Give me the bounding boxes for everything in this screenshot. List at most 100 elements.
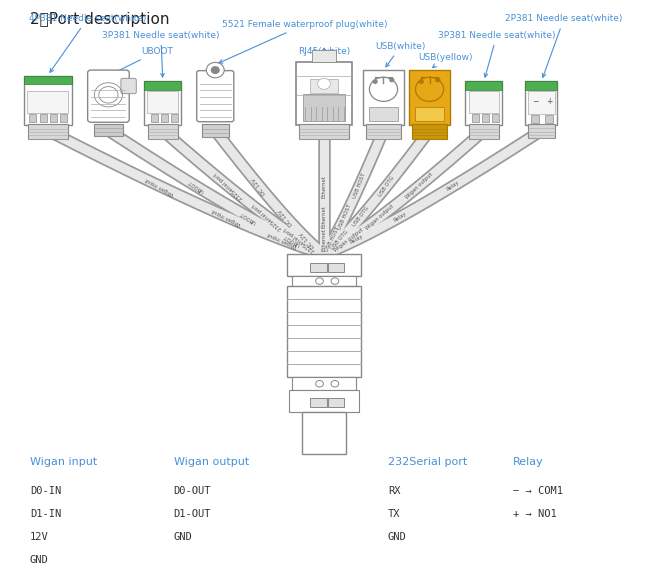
Bar (287, 254, 361, 276)
Circle shape (415, 77, 444, 101)
Text: USB OTG: USB OTG (352, 206, 370, 228)
Text: Wigan input: Wigan input (145, 176, 176, 196)
Bar (310, 263, 327, 272)
Bar (150, 114, 157, 122)
Text: USB OTG: USB OTG (330, 229, 350, 250)
Bar (292, 377, 356, 390)
Text: Ethernet: Ethernet (321, 175, 327, 197)
Bar (29, 114, 36, 122)
Bar (148, 91, 178, 113)
Text: 232Serial port: 232Serial port (283, 226, 316, 253)
Circle shape (318, 79, 330, 89)
Text: 2P381 Needle seat(white): 2P381 Needle seat(white) (505, 14, 623, 77)
Bar (290, 390, 358, 413)
Text: 3P381 Needle seat(white): 3P381 Needle seat(white) (438, 31, 555, 77)
Bar (328, 263, 345, 272)
Bar (526, 81, 557, 90)
Bar (148, 124, 178, 139)
Text: −: − (532, 97, 538, 106)
Circle shape (211, 67, 219, 73)
Circle shape (373, 80, 377, 83)
Text: 2、Port description: 2、Port description (30, 13, 169, 27)
Bar (161, 114, 168, 122)
Text: USB HOST: USB HOST (352, 173, 367, 200)
Bar (528, 124, 555, 138)
Bar (287, 286, 361, 377)
Bar (24, 76, 72, 125)
Text: RX: RX (388, 486, 400, 496)
Bar (24, 76, 72, 84)
Text: GND: GND (174, 532, 192, 542)
Bar (531, 115, 539, 123)
Circle shape (206, 63, 224, 78)
Text: Relay: Relay (446, 180, 460, 192)
Bar (363, 70, 404, 125)
Text: 3P381 Needle seat(white): 3P381 Needle seat(white) (102, 31, 220, 77)
Text: USB HOST: USB HOST (325, 226, 341, 253)
Bar (299, 124, 349, 139)
Text: USB(white): USB(white) (376, 42, 426, 67)
Text: Ethernet: Ethernet (321, 205, 327, 228)
Text: Wigan input: Wigan input (212, 207, 242, 226)
Text: Wigan input: Wigan input (266, 231, 298, 249)
Bar (369, 107, 398, 121)
Text: Relay: Relay (513, 457, 544, 467)
Bar (94, 124, 123, 136)
Bar (40, 114, 47, 122)
Bar (366, 124, 401, 139)
Circle shape (436, 79, 440, 81)
Bar (465, 81, 502, 90)
Bar (465, 81, 502, 125)
Text: 232Serial port: 232Serial port (213, 171, 244, 201)
Text: 232Serial port: 232Serial port (388, 457, 467, 467)
Text: DC 12V: DC 12V (252, 177, 267, 196)
Text: Wigan output: Wigan output (404, 172, 434, 200)
Text: 12V: 12V (30, 532, 49, 542)
Text: +: + (546, 97, 552, 106)
Bar (528, 91, 555, 114)
FancyBboxPatch shape (197, 71, 234, 122)
Text: D1-OUT: D1-OUT (174, 509, 211, 519)
Text: DC 12V: DC 12V (299, 230, 316, 249)
Text: UBOOT: UBOOT (282, 233, 301, 246)
Text: 5521 Female waterproof plug(white): 5521 Female waterproof plug(white) (219, 20, 388, 63)
Bar (310, 398, 327, 407)
Text: DC 12V: DC 12V (278, 208, 294, 226)
Text: Relay: Relay (393, 211, 408, 223)
Bar (469, 91, 499, 113)
Bar (328, 398, 345, 407)
Text: D0-IN: D0-IN (30, 486, 61, 496)
Bar (526, 81, 557, 125)
Bar (412, 124, 447, 139)
Text: UBOOT: UBOOT (187, 179, 205, 193)
Circle shape (390, 79, 394, 81)
Bar (27, 124, 68, 139)
Bar (302, 413, 346, 453)
Text: Wigan output: Wigan output (365, 203, 395, 230)
Text: Wigan output: Wigan output (174, 457, 249, 467)
Bar (296, 62, 352, 125)
Text: UBOOT: UBOOT (112, 47, 174, 74)
Bar (27, 91, 69, 113)
Bar (60, 114, 67, 122)
Text: + → NO1: + → NO1 (513, 509, 557, 519)
Bar (303, 94, 345, 121)
Bar (482, 114, 489, 122)
Text: USB HOST: USB HOST (338, 204, 353, 230)
Bar (312, 50, 336, 62)
Bar (145, 81, 181, 125)
Bar (202, 124, 229, 137)
Text: GND: GND (30, 555, 49, 565)
Bar (492, 114, 499, 122)
Text: 4P381 Needle seat(white): 4P381 Needle seat(white) (29, 14, 146, 72)
Text: Wigan output: Wigan output (332, 227, 364, 253)
Bar (310, 80, 338, 93)
Text: TX: TX (388, 509, 400, 519)
Text: USB OTG: USB OTG (378, 175, 395, 197)
Bar (171, 114, 178, 122)
Text: − → COM1: − → COM1 (513, 486, 562, 496)
Bar (545, 115, 553, 123)
Text: RJ45(white): RJ45(white) (298, 47, 350, 56)
Circle shape (369, 77, 398, 101)
Bar (472, 114, 479, 122)
